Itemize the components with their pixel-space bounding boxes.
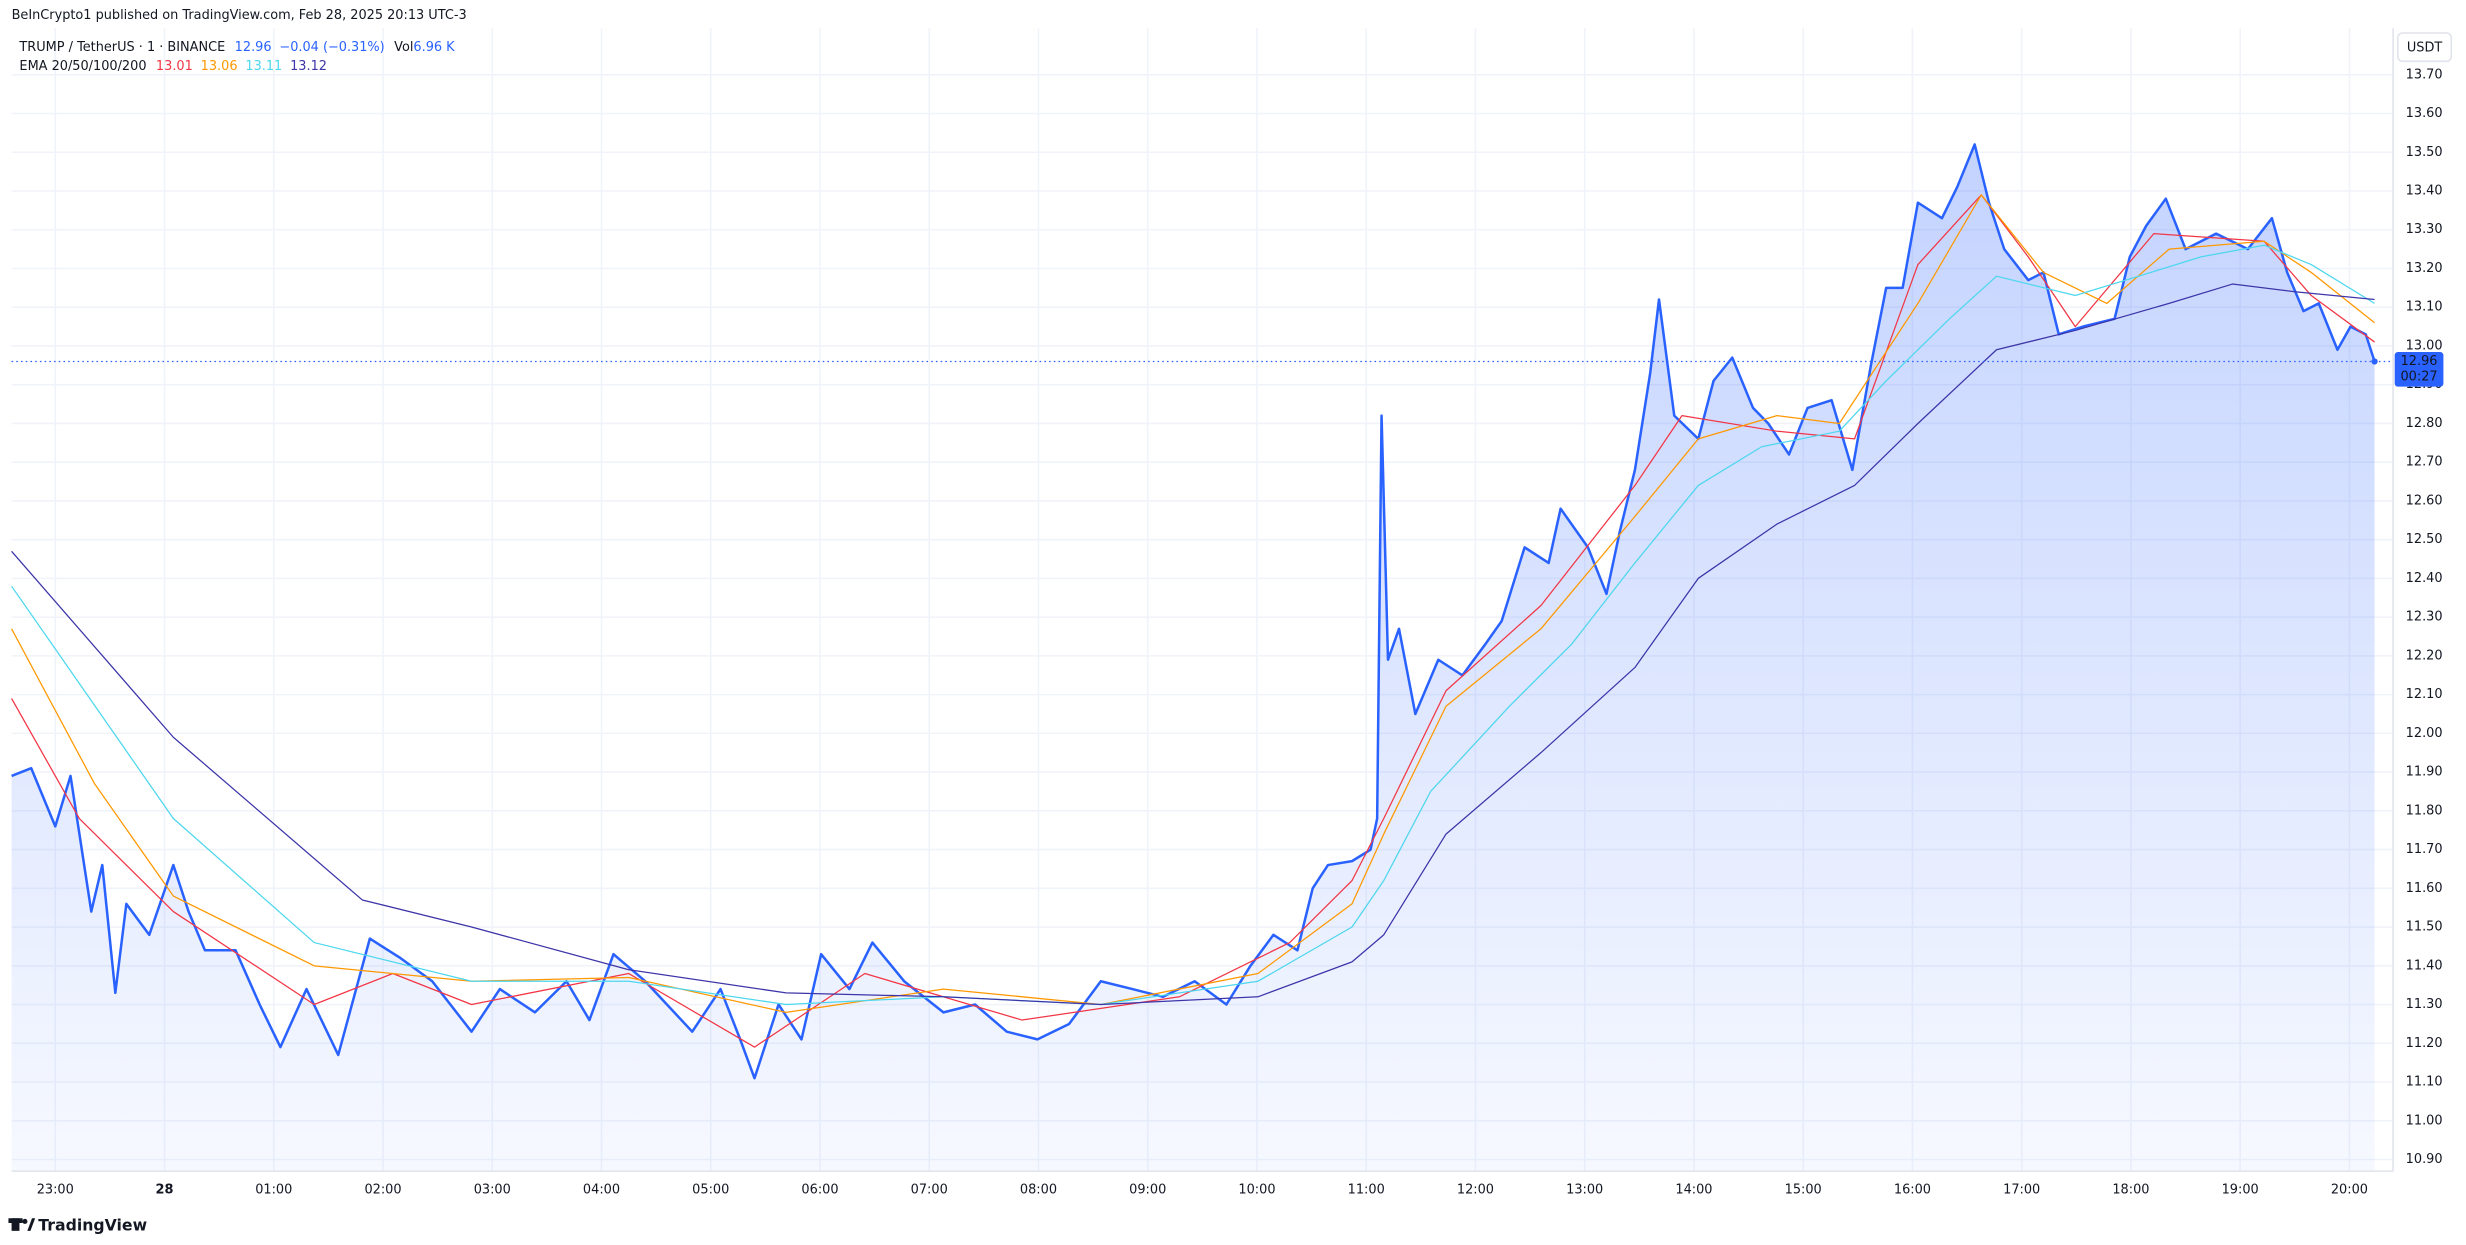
x-tick-label: 08:00: [1020, 1182, 1057, 1197]
currency: USDT: [2407, 40, 2443, 55]
x-tick-label: 19:00: [2222, 1182, 2259, 1197]
y-tick-label: 12.60: [2406, 493, 2443, 508]
indicator-value: 13.12: [290, 59, 327, 74]
logo-shape: [22, 1218, 28, 1224]
publisher: BeInCrypto1 published on TradingView.com…: [12, 8, 467, 23]
y-tick-label: 12.70: [2406, 455, 2443, 470]
y-tick-label: 10.90: [2406, 1152, 2443, 1167]
y-tick-label: 13.70: [2406, 67, 2443, 82]
y-tick-label: 13.30: [2406, 222, 2443, 237]
logo-shape: [8, 1218, 23, 1223]
countdown: 00:27: [2400, 370, 2437, 385]
x-tick-label: 10:00: [1238, 1182, 1275, 1197]
price-line: [11, 143, 2376, 1080]
x-tick-label: 16:00: [1894, 1182, 1931, 1197]
x-tick-label: 28: [156, 1182, 174, 1197]
y-tick-label: 11.80: [2406, 803, 2443, 818]
x-tick-label: 03:00: [474, 1182, 511, 1197]
currency-box: [2397, 32, 2453, 63]
indicator-value: 13.06: [201, 59, 238, 74]
y-tick-label: 11.30: [2406, 997, 2443, 1012]
y-tick-label: 11.40: [2406, 958, 2443, 973]
ema-line: [11, 283, 2375, 1006]
last-price: 12.96: [235, 40, 272, 55]
indicator: EMA 20/50/100/200: [19, 59, 146, 74]
y-tick-label: 12.10: [2406, 687, 2443, 702]
x-tick-label: 05:00: [692, 1182, 729, 1197]
x-tick-label: 18:00: [2112, 1182, 2149, 1197]
x-tick-label: 12:00: [1457, 1182, 1494, 1197]
x-tick-label: 02:00: [364, 1182, 401, 1197]
y-tick-label: 11.90: [2406, 765, 2443, 780]
price-tag-label: 12.96: [2401, 354, 2438, 369]
symbol-line: TRUMP / TetherUS · 1 · BINANCE 12.96 −0.04…: [18, 40, 455, 55]
y-tick-label: 12.50: [2406, 532, 2443, 547]
y-tick-label: 13.00: [2406, 338, 2443, 353]
logo-shape: [27, 1218, 36, 1231]
x-tick-label: 20:00: [2331, 1182, 2368, 1197]
y-tick-label: 12.80: [2406, 416, 2443, 431]
indicator-value: 13.01: [156, 59, 193, 74]
x-tick-label: 17:00: [2003, 1182, 2040, 1197]
x-tick-label: 11:00: [1348, 1182, 1385, 1197]
brand: TradingView: [38, 1216, 147, 1235]
y-tick-label: 11.00: [2406, 1113, 2443, 1128]
symbol: TRUMP / TetherUS · 1 · BINANCE: [18, 40, 225, 55]
y-tick-label: 11.50: [2406, 920, 2443, 935]
x-tick-label: 04:00: [583, 1182, 620, 1197]
x-tick-label: 15:00: [1785, 1182, 1822, 1197]
y-tick-label: 12.40: [2406, 571, 2443, 586]
change: −0.04 (−0.31%): [279, 40, 384, 55]
indicator-value: 13.11: [245, 59, 282, 74]
plot: [11, 143, 2394, 1172]
y-tick-label: 11.20: [2406, 1036, 2443, 1051]
x-tick-label: 07:00: [911, 1182, 948, 1197]
x-tick-label: 01:00: [255, 1182, 292, 1197]
axes: 10.90 11.00 11.10 11.20 11.30 11.40 11.50 11.60…: [37, 67, 2444, 1197]
price-area: [11, 144, 2375, 1172]
volume-label: Vol: [394, 40, 413, 55]
y-tick-label: 11.10: [2406, 1075, 2443, 1090]
volume: 6.96 K: [413, 40, 455, 55]
y-tick-label: 11.70: [2406, 842, 2443, 857]
brand-logo: [8, 1218, 36, 1231]
y-tick-label: 13.40: [2406, 184, 2443, 199]
y-tick-label: 11.60: [2406, 881, 2443, 896]
logo-shape: [11, 1218, 20, 1231]
x-tick-label: 09:00: [1129, 1182, 1166, 1197]
y-tick-label: 13.60: [2406, 106, 2443, 121]
ema-line: [11, 194, 2375, 1048]
y-tick-label: 12.30: [2406, 610, 2443, 625]
last-point: [2371, 358, 2378, 365]
y-tick-label: 13.50: [2406, 145, 2443, 160]
x-tick-label: 23:00: [37, 1182, 74, 1197]
y-tick-label: 12.00: [2406, 726, 2443, 741]
x-tick-label: 13:00: [1566, 1182, 1603, 1197]
price-tag: [2394, 352, 2444, 387]
ema-line: [11, 244, 2375, 1006]
y-tick-label: 13.10: [2406, 300, 2443, 315]
indicator-line: EMA 20/50/100/200 13.01 13.06 13.11 13.12: [19, 59, 327, 74]
y-tick-label: 13.20: [2406, 261, 2443, 276]
x-tick-label: 06:00: [801, 1182, 838, 1197]
y-tick-label: 12.20: [2406, 648, 2443, 663]
x-tick-label: 14:00: [1675, 1182, 1712, 1197]
